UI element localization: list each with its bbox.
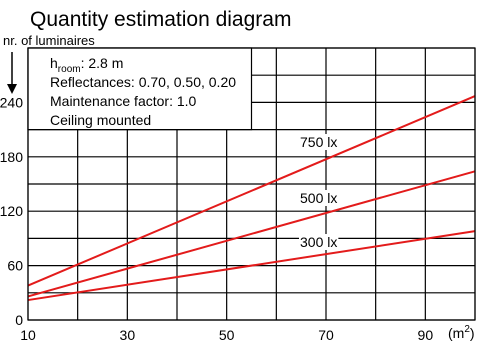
plot-frame <box>27 47 476 321</box>
info-height: hroom: 2.8 m <box>50 55 123 75</box>
x-unit: (m2) <box>448 324 475 341</box>
info-rest: : 2.8 m <box>81 55 124 71</box>
y-arrow-head <box>7 84 17 94</box>
x-tick-label: 50 <box>219 327 235 343</box>
x-tick-label: 70 <box>318 327 334 343</box>
info-line: Reflectances: 0.70, 0.50, 0.20 <box>50 74 236 90</box>
series-label-bg <box>299 190 339 206</box>
line-series <box>27 230 476 302</box>
series-label-bg <box>299 134 339 150</box>
x-unit-end: ) <box>470 325 475 341</box>
series-label: 750 lx <box>300 134 337 150</box>
info-line: Ceiling mounted <box>50 112 151 128</box>
y-tick-label: 240 <box>0 94 23 110</box>
series-label-bg <box>299 234 339 250</box>
x-unit-text: (m <box>448 325 464 341</box>
y-tick-label: 180 <box>0 149 23 165</box>
x-tick-label: 90 <box>418 327 434 343</box>
x-tick-label: 30 <box>120 327 136 343</box>
y-tick-label: 60 <box>7 258 23 274</box>
y-tick-label: 120 <box>0 203 23 219</box>
series-label: 300 lx <box>300 234 337 250</box>
series-label: 500 lx <box>300 190 337 206</box>
info-h: h <box>50 55 58 71</box>
info-sub: room <box>58 64 81 75</box>
y-tick-label: 0 <box>15 312 23 328</box>
y-axis-label: nr. of luminaires <box>3 33 95 48</box>
line-series <box>27 170 476 298</box>
x-tick-label: 10 <box>20 327 36 343</box>
chart-title: Quantity estimation diagram <box>30 8 291 31</box>
x-unit-sup: 2 <box>464 324 470 335</box>
info-line: Maintenance factor: 1.0 <box>50 93 197 109</box>
line-series <box>27 95 476 287</box>
